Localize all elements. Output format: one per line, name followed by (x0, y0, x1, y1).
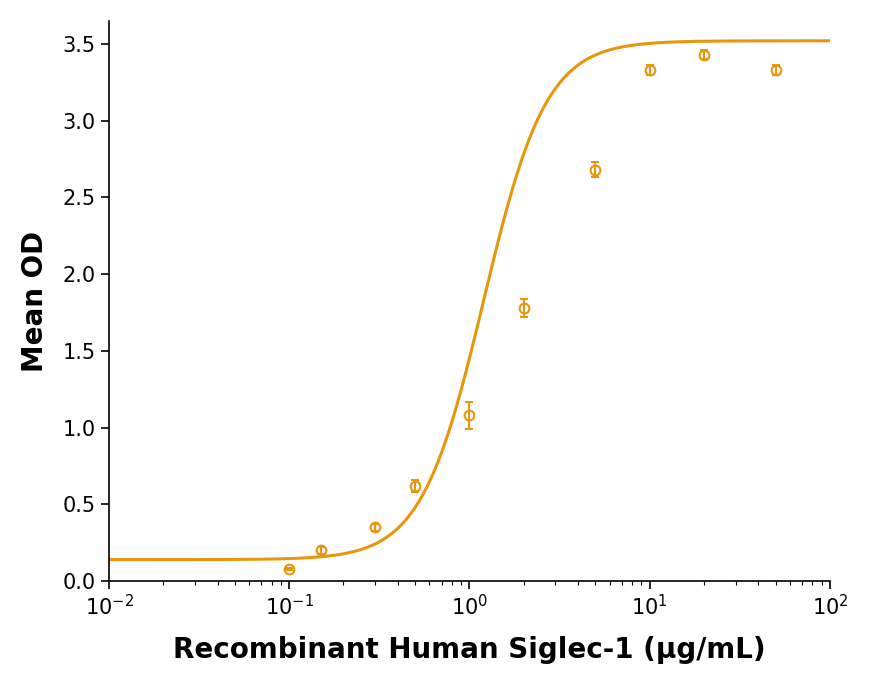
Y-axis label: Mean OD: Mean OD (21, 230, 49, 371)
X-axis label: Recombinant Human Siglec-1 (µg/mL): Recombinant Human Siglec-1 (µg/mL) (173, 636, 766, 664)
